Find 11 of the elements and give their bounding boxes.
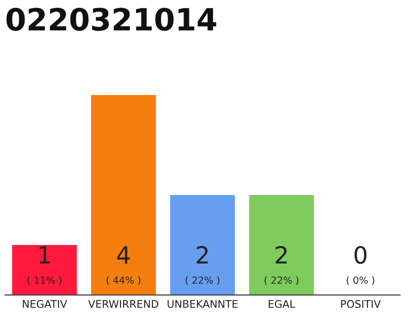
data-label: 4 ( 44% ) (106, 246, 140, 285)
data-label: 2 ( 22% ) (186, 246, 220, 285)
data-label: 2 ( 22% ) (264, 246, 298, 285)
x-tick-label: VERWIRREND (88, 300, 158, 308)
chart-title: 0220321014 (6, 8, 216, 31)
x-tick-label: POSITIV (341, 300, 381, 308)
x-tick-label: EGAL (268, 300, 296, 308)
x-tick-label: UNBEKANNTE (168, 300, 238, 308)
data-label: 0 ( 0% ) (346, 246, 374, 285)
x-tick-label: NEGATIV (22, 300, 68, 308)
data-label: 1 ( 11% ) (28, 246, 62, 285)
